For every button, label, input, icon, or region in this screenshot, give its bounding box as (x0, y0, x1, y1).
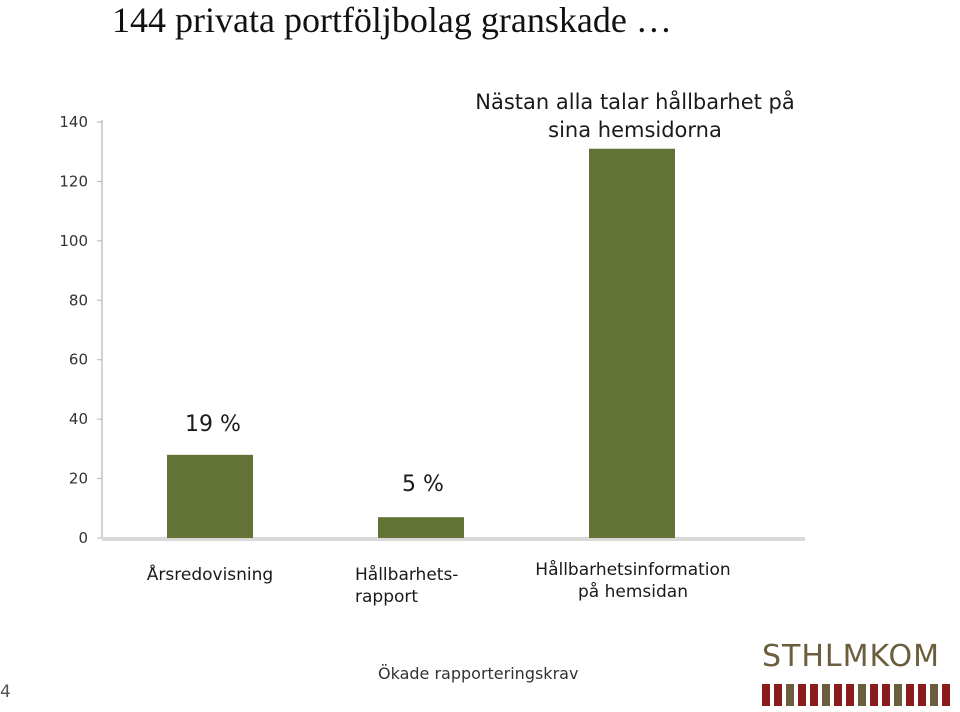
logo-wordmark: STHLMKOM (762, 639, 941, 674)
bar-hallbarhetsrapport (378, 517, 464, 538)
logo-stripes (762, 684, 958, 706)
y-tick-label: 100 (59, 232, 88, 250)
y-tick-label: 20 (69, 470, 88, 488)
bar-chart: 0 20 40 60 80 100 120 140 (59, 113, 805, 547)
y-axis: 0 20 40 60 80 100 120 140 (59, 113, 805, 547)
footer-text: Ökade rapporteringskrav (378, 664, 579, 683)
y-tick-label: 40 (69, 410, 88, 428)
bars (167, 148, 675, 538)
y-tick-label: 80 (69, 291, 88, 309)
y-tick-label: 140 (59, 113, 88, 131)
bar-arsredovisning (167, 454, 253, 538)
page-number: 4 (0, 682, 11, 702)
annotation-hemsida: Nästan alla talar hållbarhet på sina hem… (475, 90, 795, 142)
y-tick-label: 0 (78, 529, 88, 547)
x-axis-line (102, 537, 805, 541)
category-label-hemsidan: Hållbarhetsinformation på hemsidan (535, 560, 731, 602)
category-label-hallbarhetsrapport: Hållbarhets- rapport (355, 565, 459, 607)
annotation-hallbarhetsrapport: 5 % (402, 472, 444, 497)
sthlmkom-logo: STHLMKOM (762, 640, 958, 712)
bar-hemsida (589, 148, 675, 538)
y-tick-label: 120 (59, 172, 88, 190)
annotation-arsredovisning: 19 % (185, 412, 241, 437)
category-label-arsredovisning: Årsredovisning (146, 565, 274, 585)
y-tick-label: 60 (69, 351, 88, 369)
slide-title: 144 privata portföljbolag granskade … (112, 0, 672, 40)
